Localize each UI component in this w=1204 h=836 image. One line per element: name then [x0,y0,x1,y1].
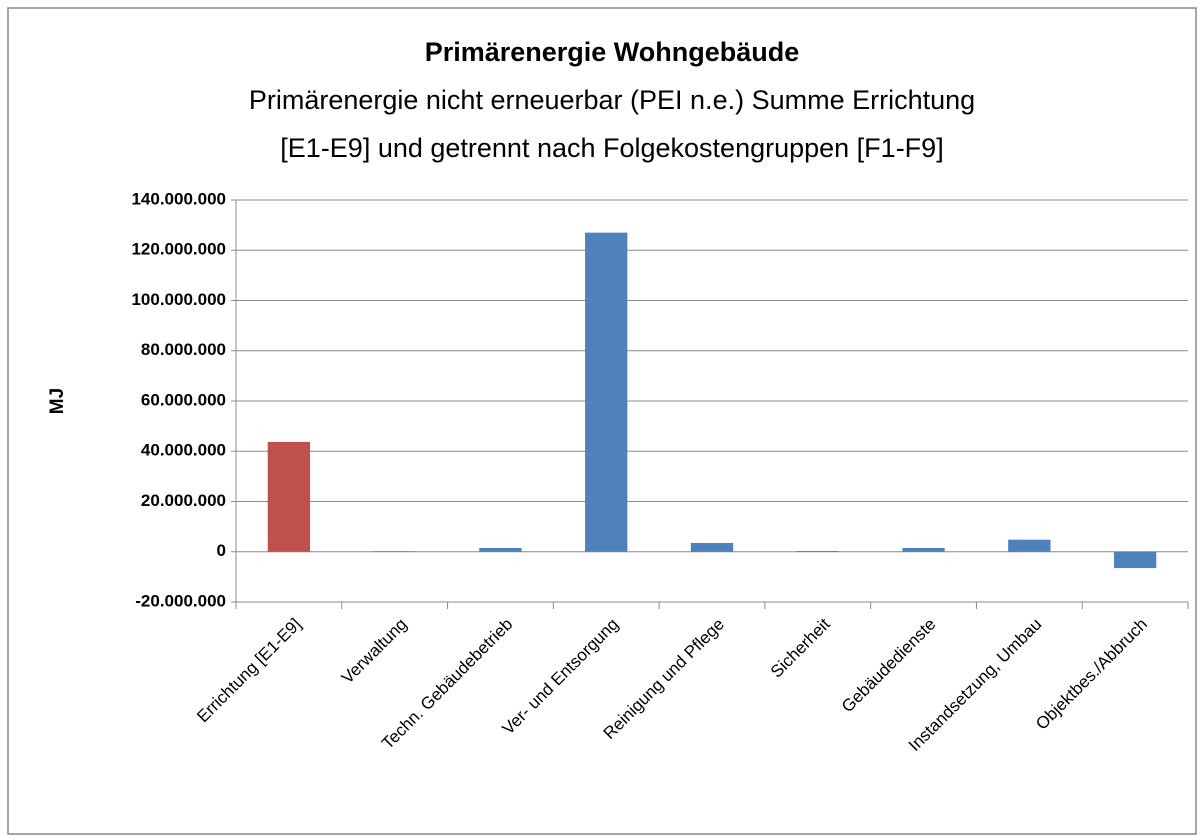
y-tick-label: 20.000.000 [141,491,226,510]
bar [902,547,945,552]
bar [267,441,311,552]
y-tick-label: 100.000.000 [131,290,226,309]
chart-subtitle: Primärenergie nicht erneuerbar (PEI n.e.… [249,85,975,115]
bar [479,547,522,552]
y-tick-label: 0 [217,541,226,560]
y-tick-label: 40.000.000 [141,441,226,460]
bar [690,542,734,552]
bar [585,232,628,552]
y-tick-label: 60.000.000 [141,390,226,409]
y-axis-label: MJ [47,388,68,414]
bar [796,550,839,552]
y-tick-label: 80.000.000 [141,340,226,359]
y-tick-label: -20.000.000 [135,591,226,610]
bar [1113,551,1157,569]
y-tick-label: 120.000.000 [131,240,226,259]
chart-title: Primärenergie Wohngebäude [425,37,800,67]
bar [373,551,416,552]
bar [1008,539,1051,552]
chart-subtitle: [E1-E9] und getrennt nach Folgekostengru… [280,133,943,163]
y-tick-label: 140.000.000 [131,189,226,208]
